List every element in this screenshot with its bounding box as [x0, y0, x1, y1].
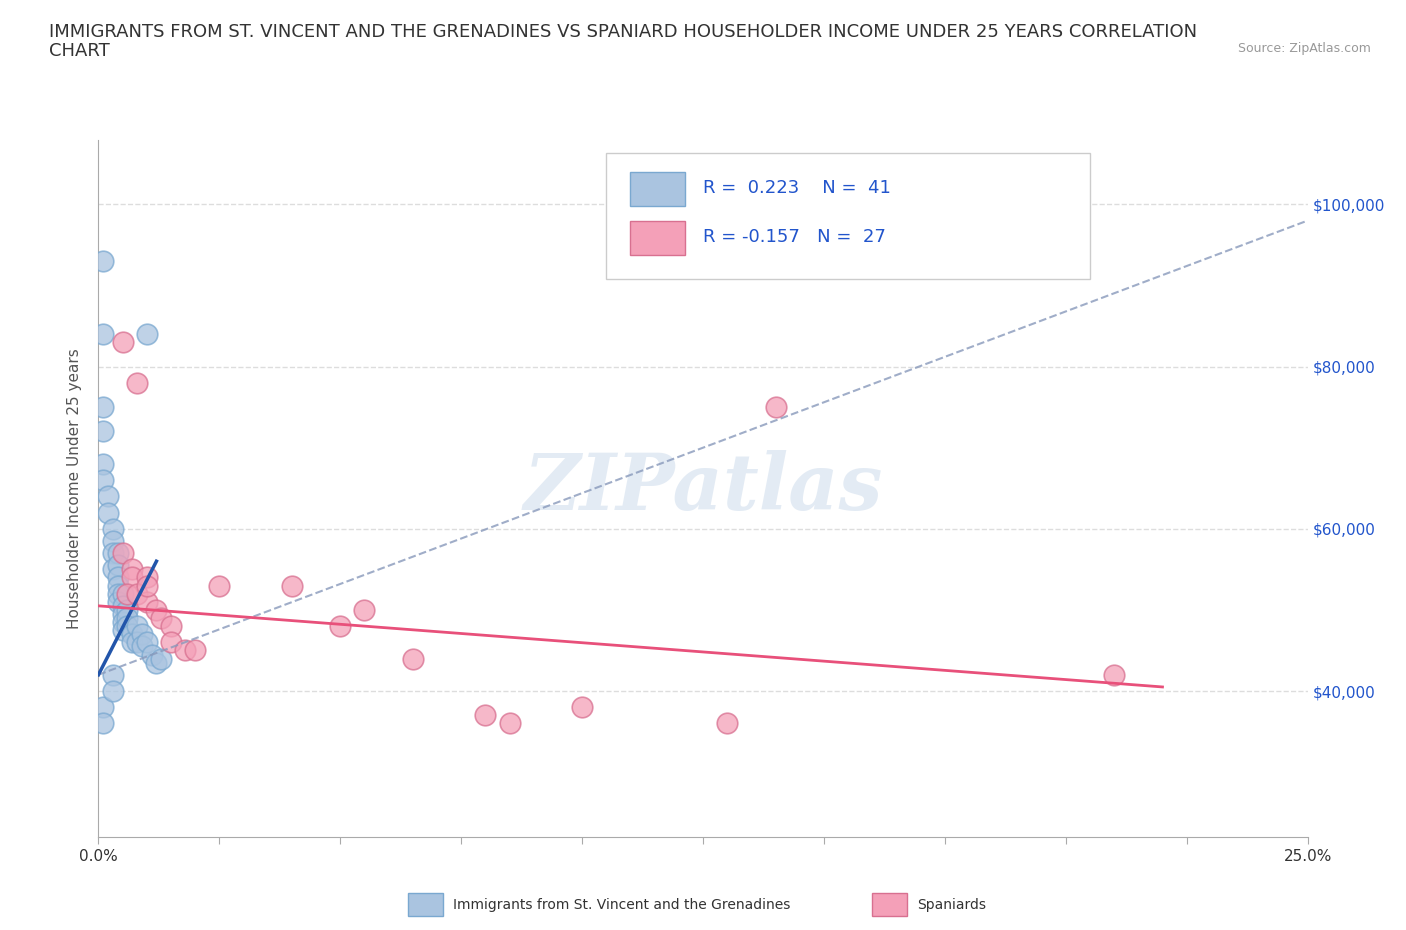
Point: [127, 618, 149, 633]
Point: [111, 606, 134, 621]
Point: [402, 651, 425, 666]
Point: [107, 570, 129, 585]
Point: [107, 558, 129, 573]
Point: [107, 594, 129, 609]
Point: [135, 570, 157, 585]
Point: [135, 326, 157, 341]
Point: [184, 643, 207, 658]
Point: [91, 716, 114, 731]
Point: [111, 598, 134, 613]
FancyBboxPatch shape: [630, 172, 685, 206]
Text: ZIPatlas: ZIPatlas: [523, 450, 883, 526]
Point: [353, 603, 375, 618]
Point: [131, 627, 153, 642]
Point: [91, 472, 114, 487]
Point: [150, 651, 173, 666]
Text: Spaniards: Spaniards: [917, 897, 986, 912]
Point: [281, 578, 304, 593]
Point: [111, 335, 134, 350]
Point: [101, 546, 124, 561]
Point: [121, 627, 143, 642]
Point: [571, 699, 593, 714]
Point: [91, 699, 114, 714]
Point: [145, 603, 167, 618]
Text: Source: ZipAtlas.com: Source: ZipAtlas.com: [1237, 42, 1371, 55]
Text: R = -0.157   N =  27: R = -0.157 N = 27: [703, 228, 886, 246]
Point: [91, 254, 114, 269]
Point: [111, 546, 134, 561]
Point: [131, 639, 153, 654]
Point: [474, 708, 496, 723]
Point: [101, 668, 124, 683]
Text: Immigrants from St. Vincent and the Grenadines: Immigrants from St. Vincent and the Gren…: [453, 897, 790, 912]
Point: [91, 326, 114, 341]
Point: [329, 618, 352, 633]
Point: [91, 424, 114, 439]
Text: R =  0.223    N =  41: R = 0.223 N = 41: [703, 179, 891, 197]
Point: [121, 570, 143, 585]
Point: [160, 635, 183, 650]
Point: [1102, 668, 1125, 683]
Point: [117, 603, 139, 618]
Point: [101, 684, 124, 698]
Point: [208, 578, 231, 593]
Point: [716, 716, 738, 731]
Point: [117, 586, 139, 601]
Point: [117, 618, 139, 633]
Point: [765, 400, 787, 415]
FancyBboxPatch shape: [630, 221, 685, 255]
Point: [135, 635, 157, 650]
Point: [101, 534, 124, 549]
Point: [91, 400, 114, 415]
Point: [111, 623, 134, 638]
Point: [107, 586, 129, 601]
FancyBboxPatch shape: [606, 153, 1090, 279]
Point: [97, 505, 120, 520]
Point: [145, 656, 167, 671]
Point: [121, 635, 143, 650]
Point: [111, 615, 134, 630]
Point: [107, 546, 129, 561]
Point: [111, 586, 134, 601]
Point: [498, 716, 520, 731]
Text: CHART: CHART: [49, 42, 110, 60]
Point: [91, 457, 114, 472]
Point: [174, 643, 197, 658]
Point: [135, 578, 157, 593]
Point: [127, 586, 149, 601]
Point: [121, 562, 143, 577]
Point: [101, 522, 124, 537]
Point: [135, 594, 157, 609]
Point: [107, 578, 129, 593]
Point: [150, 611, 173, 626]
Point: [97, 489, 120, 504]
Y-axis label: Householder Income Under 25 years: Householder Income Under 25 years: [67, 348, 83, 629]
Point: [101, 562, 124, 577]
Point: [160, 618, 183, 633]
Point: [127, 376, 149, 391]
Text: IMMIGRANTS FROM ST. VINCENT AND THE GRENADINES VS SPANIARD HOUSEHOLDER INCOME UN: IMMIGRANTS FROM ST. VINCENT AND THE GREN…: [49, 23, 1198, 41]
Point: [127, 635, 149, 650]
Point: [117, 611, 139, 626]
Point: [141, 647, 163, 662]
